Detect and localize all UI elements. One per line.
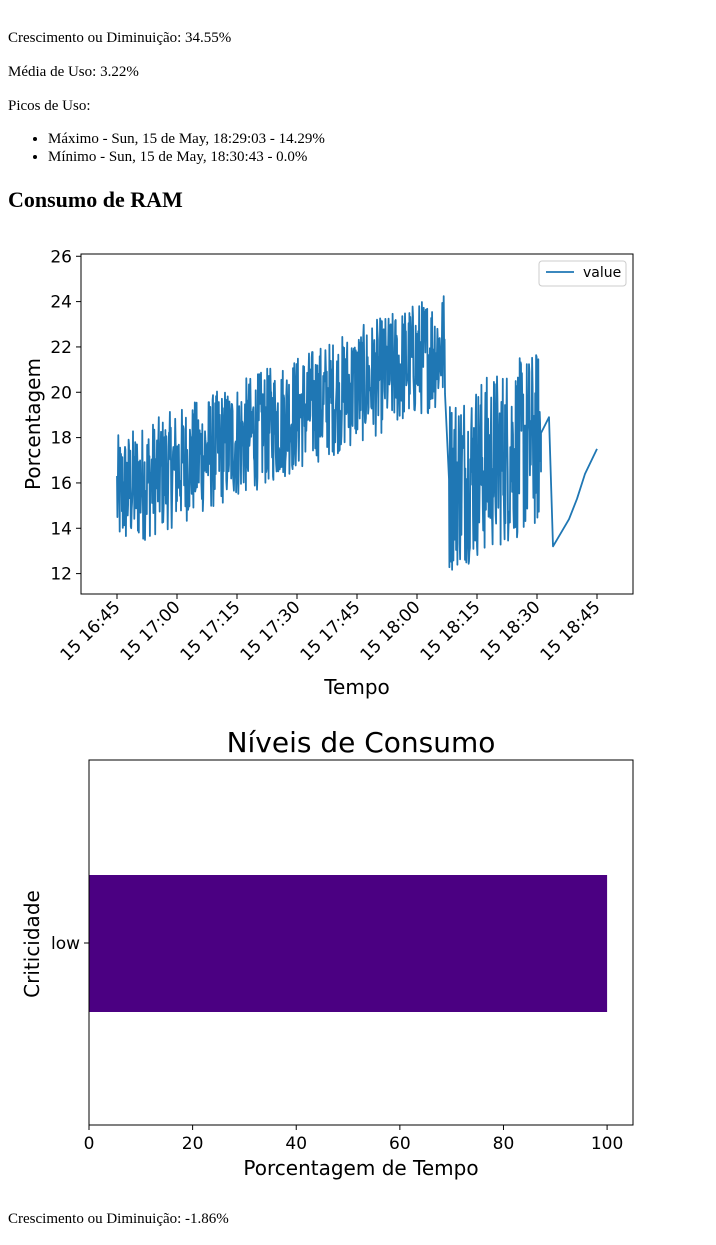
- cpu-growth-text: Crescimento ou Diminuição: 34.55%: [8, 30, 232, 46]
- y-axis-label: Porcentagem: [21, 358, 45, 490]
- plot-frame: [88, 759, 634, 1126]
- x-tick-label: 15 17:00: [117, 597, 185, 665]
- ram-heading: Consumo de RAM: [8, 187, 183, 212]
- x-tick-label: 15 17:15: [177, 597, 245, 665]
- x-tick-label: 20: [182, 1134, 204, 1154]
- bar-chart-title: Níveis de Consumo: [227, 726, 496, 759]
- y-tick-label: 22: [50, 338, 72, 358]
- y-ticks: 12 14 16 18 20 22 24 26: [50, 247, 81, 585]
- cpu-average-text: Média de Uso: 3.22%: [8, 64, 139, 80]
- x-tick-label: 80: [493, 1134, 515, 1154]
- peaks-label: Picos de Uso:: [8, 98, 91, 114]
- x-tick-label: 15 18:00: [357, 597, 425, 665]
- x-tick-label: 15 16:45: [57, 597, 125, 665]
- x-tick-label: 15 18:30: [477, 597, 545, 665]
- plot-frame: [80, 253, 634, 595]
- legend: value: [538, 260, 627, 287]
- y-axis-label: Criticidade: [20, 890, 44, 998]
- y-tick-label: 18: [50, 429, 72, 449]
- ram-growth-text: Crescimento ou Diminuição: -1.86%: [8, 1211, 229, 1227]
- x-axis-label: Tempo: [323, 675, 390, 699]
- x-tick-label: 0: [84, 1134, 95, 1154]
- y-tick-label: 14: [50, 519, 72, 539]
- y-tick-label: 16: [50, 474, 72, 494]
- y-ticks: low: [51, 934, 89, 954]
- x-tick-label: 15 18:45: [537, 597, 605, 665]
- consumption-bar-chart: Níveis de Consumo 0 20 40 60 80 100 low Porce…: [20, 726, 634, 1180]
- x-axis-label: Porcentagem de Tempo: [243, 1156, 478, 1180]
- x-tick-label: 100: [591, 1134, 623, 1154]
- x-tick-label: 40: [285, 1134, 307, 1154]
- x-ticks: 0 20 40 60 80 100: [84, 1125, 623, 1154]
- bar-low: [89, 875, 608, 1012]
- x-tick-label: 60: [389, 1134, 411, 1154]
- peaks-list: Máximo - Sun, 15 de May, 18:29:03 - 14.2…: [8, 130, 325, 166]
- y-tick-label: 26: [50, 247, 72, 267]
- y-tick-label-low: low: [51, 934, 80, 954]
- x-tick-label: 15 17:45: [297, 597, 365, 665]
- x-tick-label: 15 18:15: [417, 597, 485, 665]
- peak-min-item: Mínimo - Sun, 15 de May, 18:30:43 - 0.0%: [48, 148, 325, 166]
- legend-box: [538, 260, 627, 287]
- legend-label: value: [583, 265, 621, 281]
- series-line-value: [116, 295, 598, 571]
- y-tick-label: 20: [50, 383, 72, 403]
- y-tick-label: 24: [50, 293, 72, 313]
- peak-max-item: Máximo - Sun, 15 de May, 18:29:03 - 14.2…: [48, 130, 325, 148]
- x-tick-label: 15 17:30: [237, 597, 305, 665]
- y-tick-label: 12: [50, 565, 72, 585]
